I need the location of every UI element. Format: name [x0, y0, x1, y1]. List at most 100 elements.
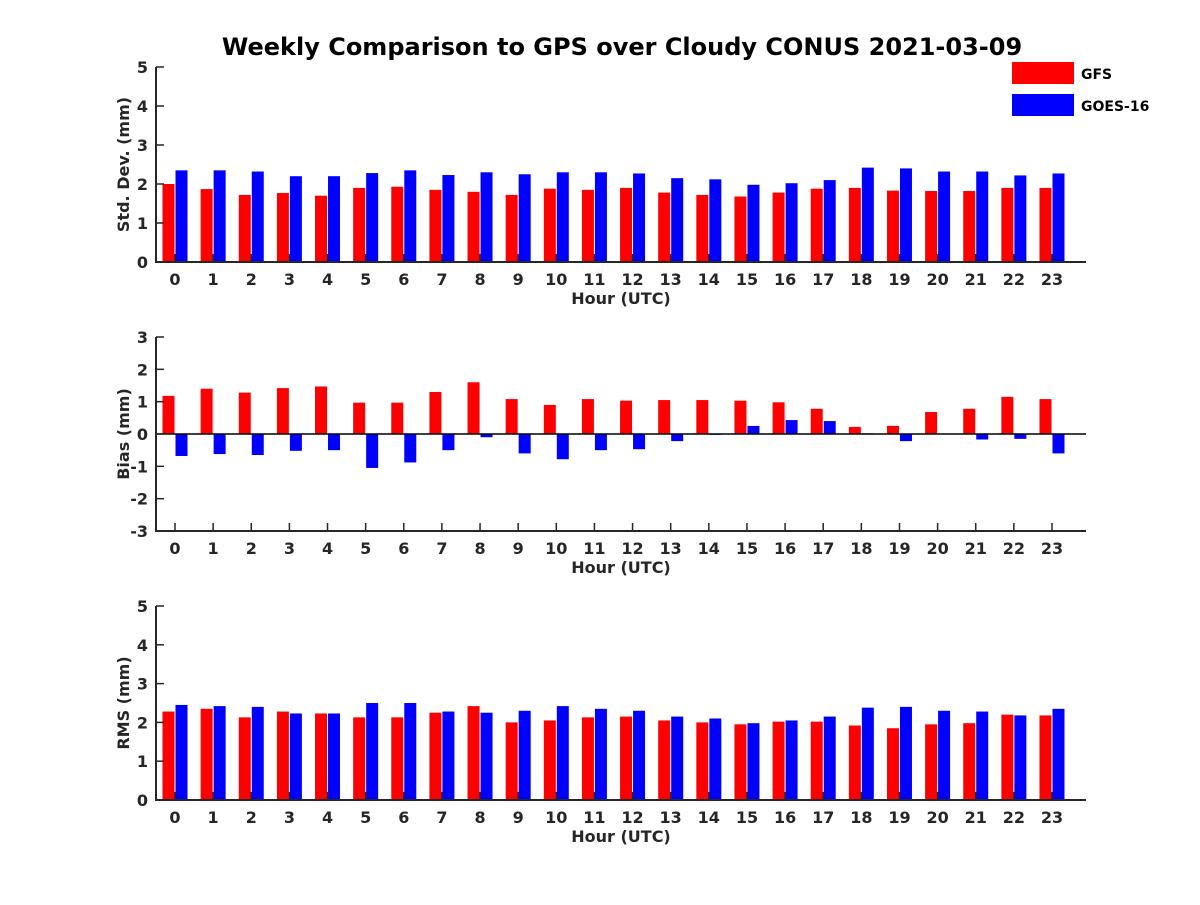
bar-rms-gfs-23: [1039, 715, 1052, 800]
bar-std-dev-gfs-22: [1001, 187, 1014, 262]
xtick-label-rms-14: 14: [698, 808, 720, 827]
xlabel-bias: Hour (UTC): [571, 558, 671, 577]
bar-rms-goes16-2: [251, 706, 264, 800]
ytick-label-rms-5: 5: [137, 597, 148, 616]
xtick-label-std-dev-3: 3: [284, 270, 295, 289]
ytick-label-rms-2: 2: [137, 713, 148, 732]
xtick-label-bias-14: 14: [698, 539, 720, 558]
xtick-label-bias-3: 3: [284, 539, 295, 558]
bar-std-dev-gfs-0: [162, 184, 175, 262]
xtick-label-std-dev-4: 4: [322, 270, 333, 289]
bar-std-dev-gfs-21: [963, 191, 976, 262]
bar-bias-goes16-17: [823, 421, 836, 434]
bar-std-dev-goes16-11: [594, 172, 607, 262]
bar-std-dev-goes16-5: [366, 173, 379, 262]
bar-rms-gfs-21: [963, 723, 976, 800]
xtick-label-rms-15: 15: [736, 808, 758, 827]
ytick-label-bias--3: -3: [130, 522, 148, 541]
xtick-label-rms-8: 8: [474, 808, 485, 827]
xtick-label-rms-12: 12: [621, 808, 643, 827]
xtick-label-rms-13: 13: [660, 808, 682, 827]
ytick-label-std-dev-4: 4: [137, 97, 148, 116]
xtick-label-std-dev-22: 22: [1003, 270, 1025, 289]
xtick-label-rms-21: 21: [965, 808, 987, 827]
bar-bias-gfs-22: [1001, 396, 1014, 434]
xtick-label-std-dev-17: 17: [812, 270, 834, 289]
bar-bias-goes16-9: [518, 434, 531, 454]
bar-bias-goes16-19: [899, 434, 912, 442]
ytick-label-bias-2: 2: [137, 360, 148, 379]
bar-bias-gfs-12: [620, 400, 633, 434]
ytick-label-std-dev-0: 0: [137, 253, 148, 272]
xtick-label-bias-11: 11: [583, 539, 605, 558]
xtick-label-std-dev-8: 8: [474, 270, 485, 289]
bar-bias-goes16-22: [1014, 434, 1027, 439]
bar-bias-gfs-6: [391, 402, 404, 434]
bar-bias-gfs-9: [505, 399, 518, 434]
xlabel-rms: Hour (UTC): [571, 827, 671, 846]
xtick-label-rms-2: 2: [246, 808, 257, 827]
bar-rms-goes16-3: [289, 713, 302, 800]
bar-bias-gfs-3: [276, 388, 289, 434]
bar-std-dev-goes16-23: [1052, 173, 1065, 262]
bar-bias-goes16-4: [328, 434, 341, 451]
bar-std-dev-gfs-9: [505, 194, 518, 262]
ytick-label-bias--1: -1: [130, 457, 148, 476]
bar-std-dev-gfs-14: [696, 194, 709, 262]
xtick-label-bias-6: 6: [398, 539, 409, 558]
ytick-label-bias-1: 1: [137, 393, 148, 412]
xtick-label-bias-0: 0: [169, 539, 180, 558]
bar-rms-goes16-4: [328, 713, 341, 800]
xtick-label-bias-2: 2: [246, 539, 257, 558]
xtick-label-std-dev-6: 6: [398, 270, 409, 289]
bar-rms-gfs-8: [467, 706, 480, 800]
legend: GFS GOES-16: [1012, 62, 1149, 116]
bar-rms-goes16-18: [861, 707, 874, 800]
bar-std-dev-gfs-17: [810, 188, 823, 262]
bar-rms-goes16-7: [442, 711, 455, 800]
bar-rms-goes16-23: [1052, 708, 1065, 800]
bar-bias-gfs-16: [772, 402, 785, 434]
ytick-label-std-dev-5: 5: [137, 58, 148, 77]
bar-std-dev-gfs-8: [467, 191, 480, 262]
ytick-label-rms-4: 4: [137, 636, 148, 655]
xtick-label-std-dev-10: 10: [545, 270, 567, 289]
xtick-label-bias-4: 4: [322, 539, 333, 558]
xtick-label-bias-8: 8: [474, 539, 485, 558]
xtick-label-bias-1: 1: [208, 539, 219, 558]
bar-std-dev-goes16-20: [938, 171, 951, 262]
bar-bias-goes16-1: [213, 434, 226, 455]
ytick-label-std-dev-1: 1: [137, 214, 148, 233]
xtick-label-std-dev-23: 23: [1041, 270, 1063, 289]
legend-label-goes16: GOES-16: [1081, 99, 1149, 115]
xtick-label-bias-19: 19: [888, 539, 910, 558]
ytick-label-bias-0: 0: [137, 425, 148, 444]
bar-rms-gfs-17: [810, 721, 823, 800]
bar-std-dev-gfs-19: [886, 190, 899, 262]
xtick-label-rms-20: 20: [926, 808, 948, 827]
xtick-label-std-dev-13: 13: [660, 270, 682, 289]
bar-bias-gfs-5: [353, 402, 366, 434]
bar-rms-goes16-17: [823, 716, 836, 800]
bar-rms-goes16-16: [785, 720, 798, 800]
bar-bias-gfs-8: [467, 382, 480, 434]
bar-bias-goes16-0: [175, 434, 188, 456]
bar-std-dev-gfs-5: [353, 187, 366, 262]
bar-rms-gfs-18: [848, 725, 861, 800]
bar-rms-goes16-1: [213, 706, 226, 800]
bar-bias-gfs-14: [696, 400, 709, 434]
xtick-label-std-dev-2: 2: [246, 270, 257, 289]
ylabel-std-dev: Std. Dev. (mm): [114, 97, 133, 232]
bar-rms-goes16-5: [366, 703, 379, 800]
ytick-label-std-dev-3: 3: [137, 136, 148, 155]
bar-rms-gfs-0: [162, 711, 175, 800]
bar-rms-goes16-0: [175, 704, 188, 800]
bar-std-dev-gfs-4: [315, 195, 328, 262]
bar-std-dev-gfs-1: [200, 189, 213, 262]
legend-swatch-goes16: [1012, 94, 1074, 116]
bar-rms-goes16-13: [671, 716, 684, 800]
xtick-label-std-dev-1: 1: [208, 270, 219, 289]
